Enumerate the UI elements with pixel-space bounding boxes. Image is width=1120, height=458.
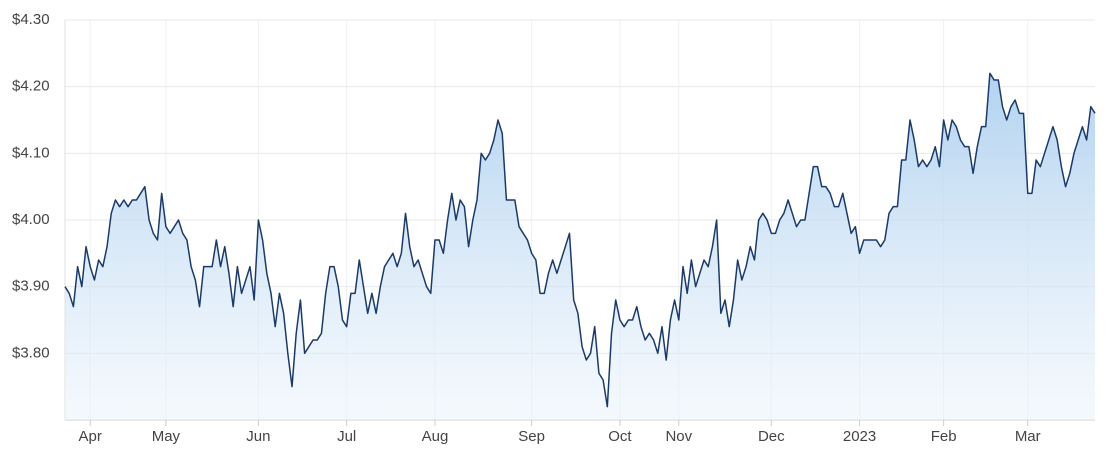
y-tick-label: $4.20 <box>12 78 50 95</box>
x-tick-label: Jun <box>246 428 270 445</box>
x-tick-label: Apr <box>79 428 102 445</box>
x-tick-label: Oct <box>608 428 632 445</box>
x-tick-label: Sep <box>518 428 545 445</box>
x-tick-label: Jul <box>337 428 356 445</box>
y-tick-label: $4.00 <box>12 211 50 228</box>
x-tick-label: Nov <box>665 428 692 445</box>
y-tick-label: $4.10 <box>12 144 50 161</box>
x-tick-label: May <box>152 428 181 445</box>
x-tick-label: Mar <box>1015 428 1041 445</box>
x-tick-label: Feb <box>931 428 957 445</box>
area <box>65 73 1095 420</box>
x-tick-label: Dec <box>758 428 785 445</box>
y-tick-label: $4.30 <box>12 11 50 28</box>
x-tick-label: Aug <box>422 428 449 445</box>
y-tick-label: $3.80 <box>12 344 50 361</box>
y-tick-label: $3.90 <box>12 278 50 295</box>
x-tick-label: 2023 <box>843 428 876 445</box>
price-line <box>64 72 1096 408</box>
